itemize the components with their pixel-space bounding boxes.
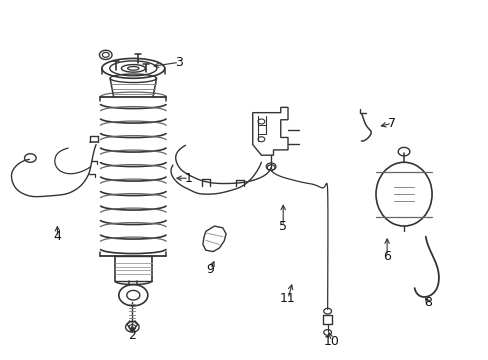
Text: 4: 4 <box>53 230 61 243</box>
Text: 2: 2 <box>128 329 136 342</box>
Text: 5: 5 <box>279 220 286 233</box>
Text: 6: 6 <box>383 250 390 263</box>
Text: 7: 7 <box>387 117 395 130</box>
Text: 11: 11 <box>280 292 295 305</box>
Text: 9: 9 <box>206 263 214 276</box>
Text: 1: 1 <box>184 172 192 185</box>
Text: 3: 3 <box>175 56 183 69</box>
Text: 8: 8 <box>424 296 431 309</box>
Text: 10: 10 <box>323 335 339 348</box>
